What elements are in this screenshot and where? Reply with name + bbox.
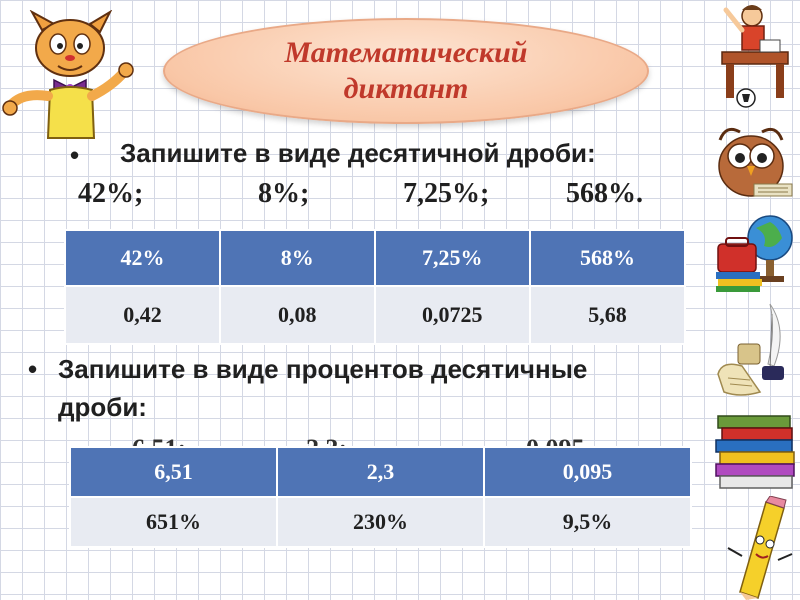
table-header-row: 42% 8% 7,25% 568%: [64, 229, 687, 287]
table-cell: 651%: [68, 496, 279, 548]
owl-icon: [718, 127, 793, 197]
table-cell: 42%: [64, 229, 221, 287]
task1-value-2: 8%;: [258, 178, 310, 209]
task2-value-1: 6,51;: [132, 434, 187, 450]
table-cell: 8%: [218, 229, 376, 287]
table-cell: 6,51: [68, 446, 279, 498]
task1-value-1: 42%;: [78, 178, 144, 209]
table-cell: 0,08: [218, 285, 376, 345]
table-cell: 0,42: [64, 285, 221, 345]
task2-value-2: 2,3;: [306, 434, 348, 450]
table-cell: 230%: [276, 496, 486, 548]
answer-table-2: 6,51 2,3 0,095 651% 230% 9,5%: [68, 446, 692, 548]
table-cell: 9,5%: [483, 496, 692, 548]
bullet-2: •: [28, 354, 38, 384]
cat-character-icon: [2, 10, 134, 139]
table-cell: 0,095: [483, 446, 692, 498]
table-cell: 0,0725: [373, 285, 531, 345]
answer-table-1: 42% 8% 7,25% 568% 0,42 0,08 0,0725 5,68: [64, 229, 687, 345]
title-banner: Математический диктант: [163, 18, 649, 124]
task2-value-3: 0,095.: [526, 434, 591, 450]
quill-and-scroll-icon: [717, 303, 784, 396]
globe-and-books-icon: [716, 215, 793, 292]
title-line-1: Математический: [284, 36, 528, 69]
bullet-1: •: [70, 140, 80, 170]
task1-value-4: 568%.: [566, 178, 643, 209]
table-row: 0,42 0,08 0,0725 5,68: [64, 285, 687, 345]
table-cell: 7,25%: [373, 229, 531, 287]
table-header-row: 6,51 2,3 0,095: [68, 446, 692, 498]
title-line-2: диктант: [343, 72, 469, 105]
table-cell: 568%: [528, 229, 687, 287]
stack-of-books-icon: [715, 415, 795, 489]
table-cell: 5,68: [528, 285, 687, 345]
task1-instruction: Запишите в виде десятичной дроби:: [120, 138, 596, 168]
table-cell: 2,3: [276, 446, 486, 498]
task1-value-3: 7,25%;: [403, 178, 490, 209]
task2-instruction-line-2: дроби:: [58, 392, 147, 422]
task2-instruction-line-1: Запишите в виде процентов десятичные: [58, 354, 588, 384]
pencil-character-icon: [727, 496, 793, 600]
teacher-at-desk-icon: [721, 5, 789, 108]
table-row: 651% 230% 9,5%: [68, 496, 692, 548]
